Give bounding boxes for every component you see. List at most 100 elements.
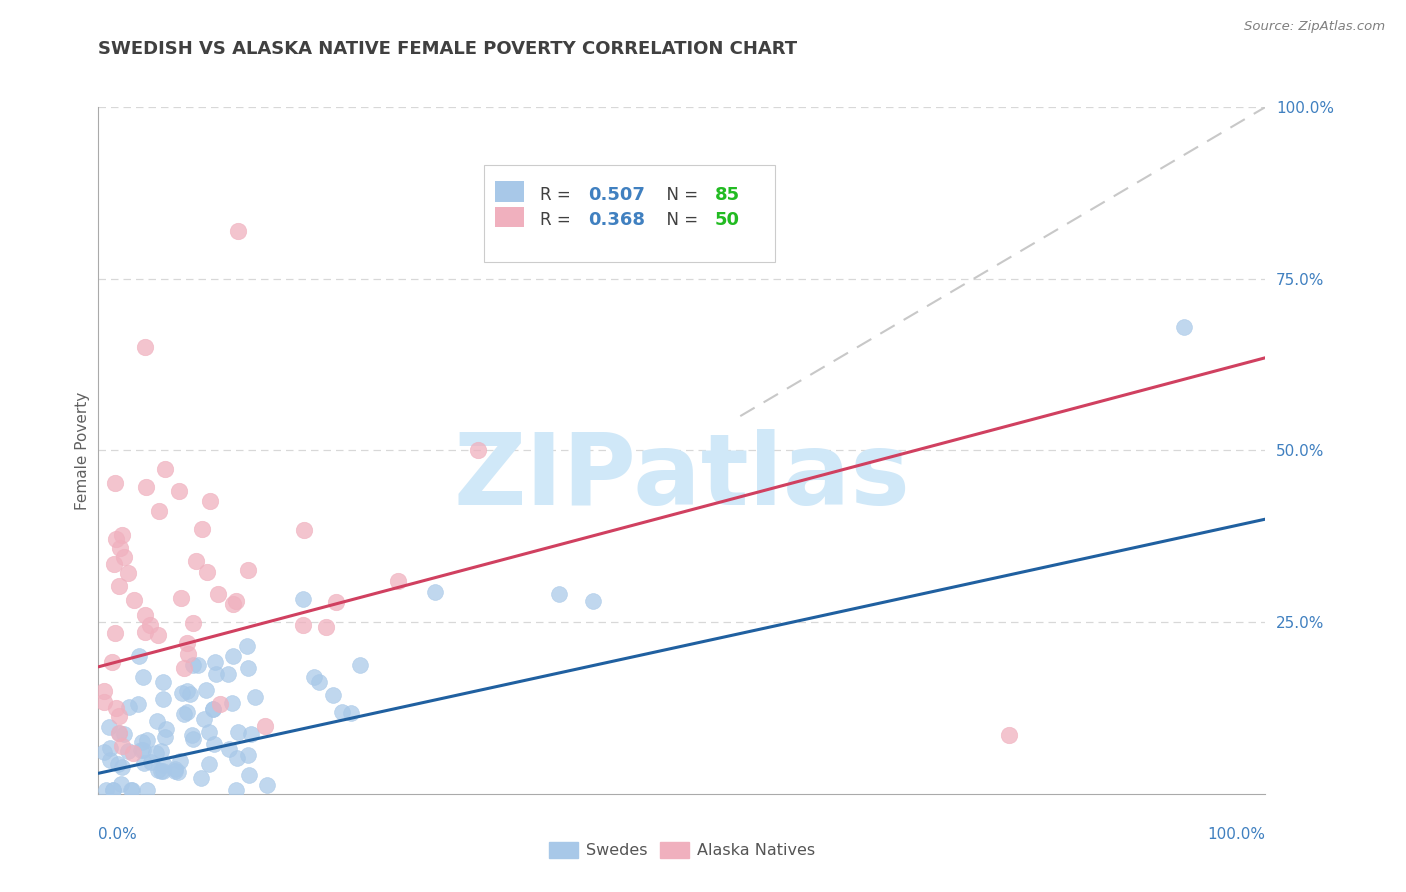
Text: Source: ZipAtlas.com: Source: ZipAtlas.com <box>1244 20 1385 33</box>
Point <box>191 522 214 536</box>
Point <box>152 675 174 690</box>
Point <box>170 686 193 700</box>
Point <box>238 768 260 782</box>
Point <box>181 616 204 631</box>
Point <box>322 688 344 702</box>
Point <box>103 557 125 571</box>
Text: 0.0%: 0.0% <box>98 827 138 841</box>
Point <box>122 593 145 607</box>
Point <box>226 725 249 739</box>
Point <box>98 740 121 755</box>
Point <box>104 476 127 491</box>
Point <box>202 738 225 752</box>
Point <box>93 745 115 759</box>
FancyBboxPatch shape <box>495 181 524 202</box>
Point <box>187 657 209 672</box>
Point <box>134 340 156 354</box>
Text: 100.0%: 100.0% <box>1208 827 1265 841</box>
Point <box>423 584 446 599</box>
Point <box>387 574 409 588</box>
Point <box>112 550 135 565</box>
Point <box>177 648 200 662</box>
Point <box>136 783 159 797</box>
Point <box>108 709 131 723</box>
Point <box>132 742 155 756</box>
Point <box>110 777 132 791</box>
Point <box>217 666 239 681</box>
Point <box>117 744 139 758</box>
Point <box>176 705 198 719</box>
Point <box>225 594 247 608</box>
Point <box>222 597 245 611</box>
Point <box>302 670 325 684</box>
Point <box>340 706 363 720</box>
Point <box>132 756 155 770</box>
Point <box>97 720 120 734</box>
Point <box>193 712 215 726</box>
Point <box>149 764 172 778</box>
Point <box>173 706 195 721</box>
Point <box>111 759 134 773</box>
Point <box>204 656 226 670</box>
Point <box>118 700 141 714</box>
Point <box>135 480 157 494</box>
Point <box>183 657 205 672</box>
Text: ZIPatlas: ZIPatlas <box>454 429 910 526</box>
Point <box>221 697 243 711</box>
Point <box>100 656 122 670</box>
Text: R =: R = <box>540 186 575 204</box>
Point <box>169 754 191 768</box>
Point <box>152 764 174 778</box>
Point <box>107 725 129 739</box>
Point <box>209 697 232 711</box>
Point <box>225 783 247 797</box>
Point <box>195 683 218 698</box>
Point <box>236 747 259 762</box>
Point <box>104 625 127 640</box>
FancyBboxPatch shape <box>495 207 524 227</box>
Point <box>173 661 195 675</box>
Point <box>330 705 353 719</box>
Point <box>582 593 605 607</box>
Point <box>122 746 145 760</box>
Text: 85: 85 <box>714 186 740 204</box>
Text: 0.368: 0.368 <box>589 211 645 229</box>
Point <box>150 744 173 758</box>
Point <box>181 731 204 746</box>
Point <box>235 640 257 654</box>
Point <box>190 771 212 785</box>
Point <box>148 504 170 518</box>
Point <box>121 783 143 797</box>
Point <box>205 667 228 681</box>
Point <box>179 687 201 701</box>
Point <box>107 756 129 771</box>
Point <box>108 725 131 739</box>
Point <box>94 783 117 797</box>
Text: R =: R = <box>540 211 575 229</box>
Point <box>134 624 156 639</box>
Point <box>218 741 240 756</box>
Point <box>104 533 127 547</box>
Point <box>101 783 124 797</box>
Point <box>201 701 224 715</box>
Point <box>155 723 177 737</box>
Point <box>145 714 167 728</box>
Point <box>104 701 127 715</box>
Point <box>236 563 259 577</box>
Text: 50: 50 <box>714 211 740 229</box>
FancyBboxPatch shape <box>484 165 775 261</box>
Point <box>131 735 153 749</box>
Point <box>238 661 260 675</box>
Point <box>243 690 266 704</box>
Point <box>120 783 142 797</box>
Point <box>308 675 330 690</box>
Point <box>166 765 188 780</box>
Point <box>93 684 115 698</box>
Point <box>146 763 169 777</box>
Point <box>198 494 221 508</box>
Y-axis label: Female Poverty: Female Poverty <box>75 392 90 509</box>
Point <box>93 695 115 709</box>
Point <box>153 730 176 744</box>
Point <box>181 728 204 742</box>
Point <box>207 587 229 601</box>
